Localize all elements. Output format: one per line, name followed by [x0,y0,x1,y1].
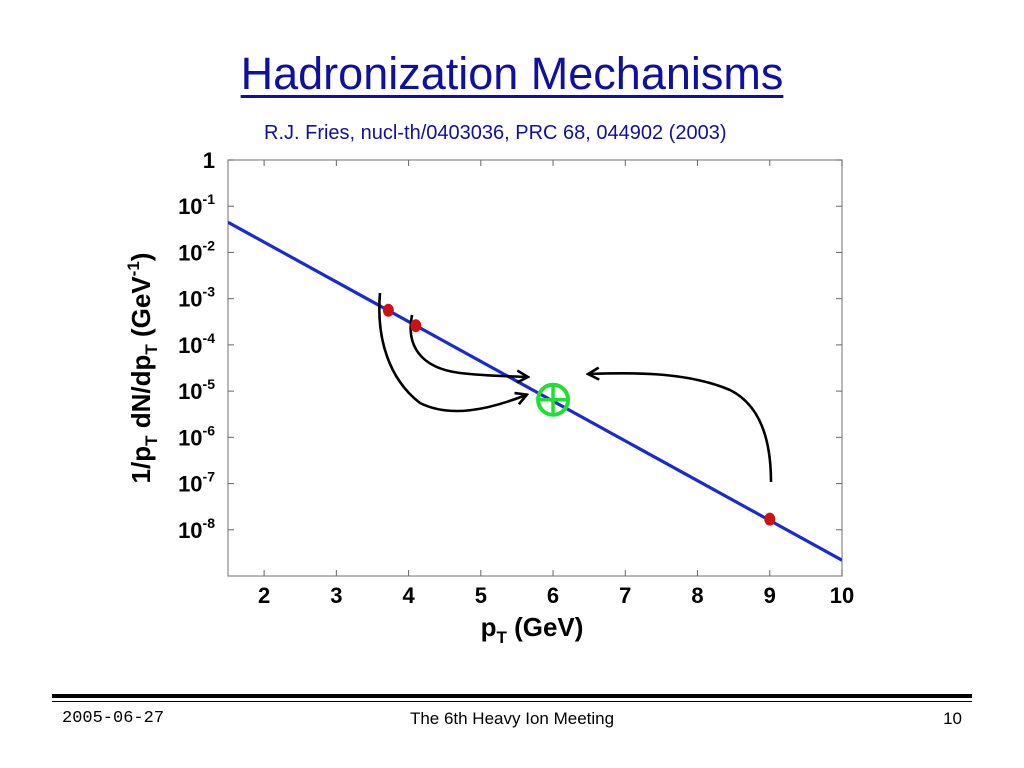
y-tick-base: 10 [178,240,202,265]
y-tick-exponent: -6 [203,422,216,438]
y-tick-label: 10-3 [178,284,215,312]
x-tick-label: 10 [830,583,854,608]
y-tick-base: 10 [178,194,202,219]
x-tick-label: 2 [258,583,270,608]
x-tick-label: 9 [764,583,776,608]
y-axis-label: 1/pT dN/dpT (GeV-1) [124,253,161,484]
slide-title: Hadronization Mechanisms [240,48,784,99]
x-tick-label: 3 [330,583,342,608]
footer-rule-thin [52,701,972,702]
x-tick-label: 7 [619,583,631,608]
x-tick-label: 5 [475,583,487,608]
y-tick-base: 10 [178,425,202,450]
y-tick-base: 1 [203,148,215,173]
y-tick-exponent: -4 [203,330,216,346]
arrow-from-first-point [378,292,526,413]
x-tick-label: 4 [402,583,415,608]
footer-date: 2005-06-27 [62,709,165,728]
data-points [382,303,776,526]
x-tick-labels: 2 3 4 5 6 7 8 9 10 [258,583,854,608]
spectrum-line [228,220,842,562]
y-tick-base: 10 [178,472,202,497]
x-tick-label: 8 [691,583,703,608]
y-tick-label: 10-7 [178,469,215,497]
y-tick-base: 10 [178,287,202,312]
y-tick-exponent: -7 [203,469,216,485]
y-tick-label: 10-6 [178,422,215,450]
y-tick-label: 10-2 [178,237,215,265]
y-tick-base: 10 [178,379,202,404]
y-tick-label: 10-5 [178,376,215,404]
spectrum-line-group [228,220,842,562]
y-tick-base: 10 [178,518,202,543]
data-point [410,319,422,333]
data-point [382,303,394,317]
footer-rule [52,694,972,698]
y-tick-label: 10-4 [178,330,215,358]
x-axis-label: pT (GeV) [481,612,584,647]
y-tick-exponent: -8 [203,515,216,531]
y-tick-label: 10-1 [178,191,215,219]
y-tick-exponent: -5 [203,376,216,392]
plot-frame [227,159,843,577]
x-tick-label: 6 [547,583,559,608]
arrow-from-second-point [409,314,527,377]
y-tick-exponent: -3 [203,284,216,300]
citation: R.J. Fries, nucl-th/0403036, PRC 68, 044… [264,122,727,144]
y-tick-label: 1 [203,148,215,173]
data-point [764,512,776,526]
y-tick-exponent: -2 [203,237,216,253]
footer-event: The 6th Heavy Ion Meeting [409,709,615,728]
arrow-from-third-point [589,373,773,483]
footer-page-number: 10 [943,709,962,728]
y-tick-exponent: -1 [203,191,216,207]
y-tick-label: 10-8 [178,515,215,543]
y-tick-labels: 110-110-210-310-410-510-610-710-8 [178,148,215,543]
y-tick-base: 10 [178,333,202,358]
target-marker [536,382,571,417]
recombination-arrows [378,292,773,483]
tick-marks [228,159,843,576]
